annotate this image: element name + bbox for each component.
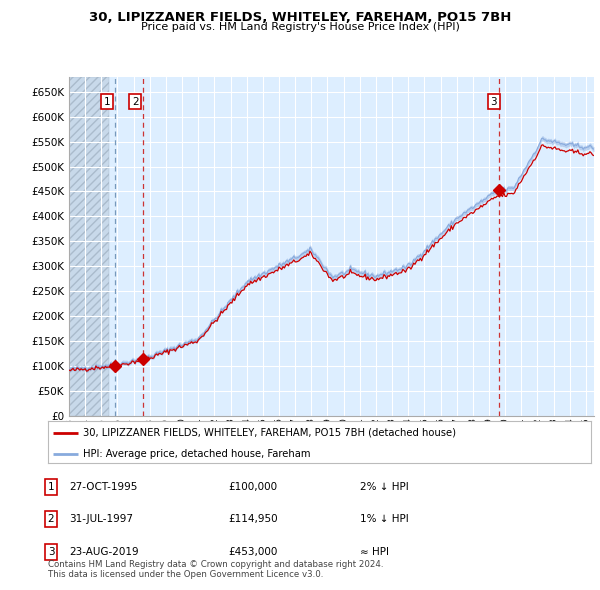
Text: 1: 1 <box>47 482 55 491</box>
Text: 3: 3 <box>491 97 497 107</box>
Text: 1: 1 <box>104 97 110 107</box>
Bar <box>69 77 109 416</box>
Text: 1% ↓ HPI: 1% ↓ HPI <box>360 514 409 524</box>
Text: 30, LIPIZZANER FIELDS, WHITELEY, FAREHAM, PO15 7BH: 30, LIPIZZANER FIELDS, WHITELEY, FAREHAM… <box>89 11 511 24</box>
Text: 3: 3 <box>47 547 55 556</box>
Bar <box>69 77 109 416</box>
Text: 2% ↓ HPI: 2% ↓ HPI <box>360 482 409 491</box>
Text: HPI: Average price, detached house, Fareham: HPI: Average price, detached house, Fare… <box>83 449 311 459</box>
Text: £100,000: £100,000 <box>228 482 277 491</box>
Text: 30, LIPIZZANER FIELDS, WHITELEY, FAREHAM, PO15 7BH (detached house): 30, LIPIZZANER FIELDS, WHITELEY, FAREHAM… <box>83 428 456 438</box>
Text: Contains HM Land Registry data © Crown copyright and database right 2024.
This d: Contains HM Land Registry data © Crown c… <box>48 560 383 579</box>
Text: 2: 2 <box>47 514 55 524</box>
Text: 31-JUL-1997: 31-JUL-1997 <box>69 514 133 524</box>
Text: 2: 2 <box>132 97 139 107</box>
Text: £453,000: £453,000 <box>228 547 277 556</box>
Text: £114,950: £114,950 <box>228 514 278 524</box>
Text: Price paid vs. HM Land Registry's House Price Index (HPI): Price paid vs. HM Land Registry's House … <box>140 22 460 32</box>
Text: 23-AUG-2019: 23-AUG-2019 <box>69 547 139 556</box>
Text: ≈ HPI: ≈ HPI <box>360 547 389 556</box>
Text: 27-OCT-1995: 27-OCT-1995 <box>69 482 137 491</box>
